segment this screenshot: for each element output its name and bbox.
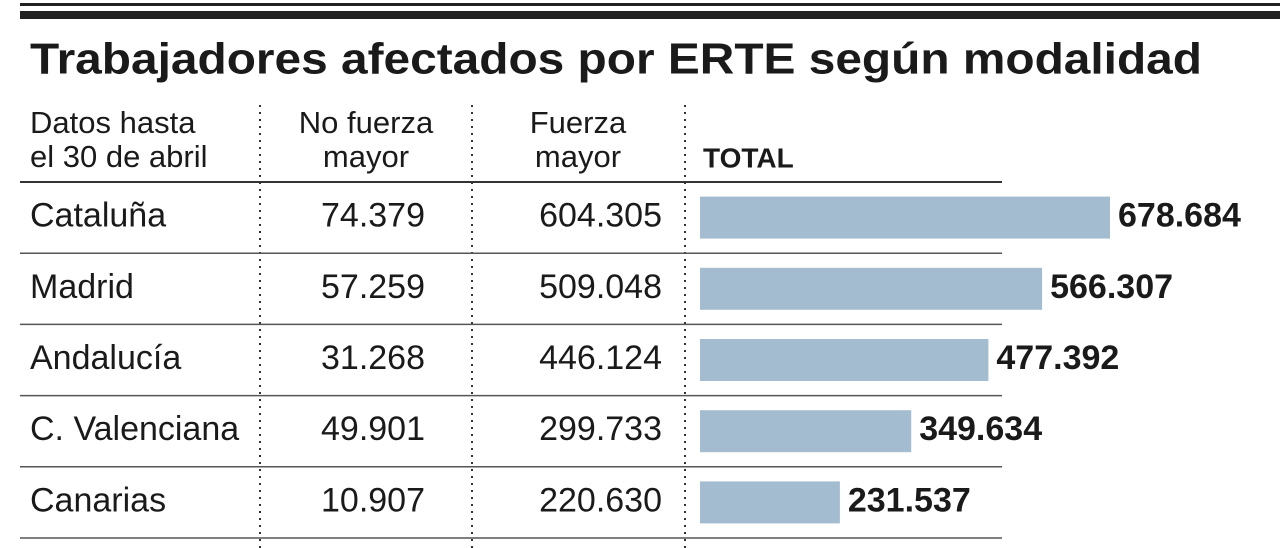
row-label: Andalucía [30,339,181,377]
bar [700,267,1043,310]
bar [700,196,1110,239]
cell: 299.733 [539,410,662,448]
row-label: Madrid [30,268,134,306]
bar [700,339,989,381]
cell: 604.305 [539,197,662,235]
column-header: Datos hasta [30,105,196,140]
row-label: Canarias [30,481,166,519]
column-header: mayor [535,139,621,174]
column-header: TOTAL [703,142,794,173]
value-label: 566.307 [1050,268,1173,306]
row-label: C. Valenciana [30,410,239,448]
cell: 220.630 [539,481,662,519]
cell: 74.379 [321,197,425,235]
cell: 446.124 [539,339,662,377]
value-label: 678.684 [1118,197,1241,235]
column-header: Fuerza [530,105,627,140]
column-header: No fuerza [299,105,434,140]
cell: 31.268 [321,339,425,377]
top-rule-thin [20,3,1280,6]
value-label: 477.392 [996,339,1119,377]
value-label: 231.537 [848,481,971,519]
column-header: el 30 de abril [30,139,208,174]
cell: 49.901 [321,410,425,448]
top-rule-thick [20,11,1280,19]
chart-title: Trabajadores afectados por ERTE según mo… [30,35,1202,84]
cell: 509.048 [539,268,662,306]
value-label: 349.634 [919,410,1042,448]
column-header: mayor [323,139,409,174]
row-label: Cataluña [30,197,166,235]
cell: 57.259 [321,268,425,306]
bar [700,481,840,524]
cell: 10.907 [321,481,425,519]
bar [700,410,912,453]
